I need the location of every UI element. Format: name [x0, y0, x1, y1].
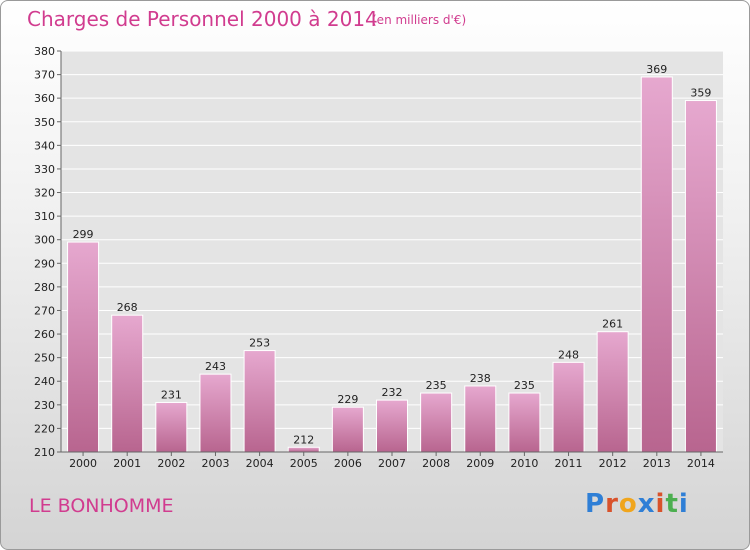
y-tick-label: 230 [34, 399, 55, 412]
y-tick-label: 290 [34, 257, 55, 270]
y-tick-label: 300 [34, 234, 55, 247]
bar-2009 [464, 385, 497, 453]
data-label-2008: 235 [426, 379, 447, 392]
x-tick-label-2002: 2002 [157, 457, 185, 470]
y-tick-label: 220 [34, 422, 55, 435]
y-tick-label: 340 [34, 139, 55, 152]
bar-2000 [67, 241, 100, 453]
bar-2011 [552, 361, 585, 453]
bar-2008 [420, 392, 453, 453]
bar-2003 [199, 373, 232, 453]
logo-letter: o [618, 489, 638, 519]
proxiti-logo: Proxiti [585, 489, 689, 519]
x-tick-label-2007: 2007 [378, 457, 406, 470]
bar-2004 [243, 350, 276, 453]
location-name: LE BONHOMME [29, 495, 174, 517]
logo-letter: x [637, 489, 656, 519]
logo-letter: r [605, 489, 619, 519]
bar-2005 [287, 446, 320, 453]
y-tick-label: 260 [34, 328, 55, 341]
bar-2010 [508, 392, 541, 453]
data-label-2005: 212 [293, 433, 314, 446]
x-tick-label-2010: 2010 [510, 457, 538, 470]
x-tick-label-2003: 2003 [201, 457, 229, 470]
y-tick-label: 240 [34, 375, 55, 388]
y-tick-label: 320 [34, 187, 55, 200]
y-tick-label: 330 [34, 163, 55, 176]
logo-letter: i [655, 489, 666, 519]
data-label-2007: 232 [382, 386, 403, 399]
x-tick-label-2012: 2012 [599, 457, 627, 470]
x-tick-label-2001: 2001 [113, 457, 141, 470]
x-tick-label-2005: 2005 [290, 457, 318, 470]
data-label-2002: 231 [161, 388, 182, 401]
chart-title: Charges de Personnel 2000 à 2014 [27, 7, 378, 31]
bar-2014 [684, 100, 717, 453]
data-label-2011: 248 [558, 348, 579, 361]
y-tick-label: 370 [34, 69, 55, 82]
logo-letter: P [585, 489, 606, 519]
x-tick-label-2009: 2009 [466, 457, 494, 470]
data-label-2010: 235 [514, 379, 535, 392]
y-tick-label: 360 [34, 92, 55, 105]
bar-2007 [376, 399, 408, 453]
x-tick-label-2004: 2004 [246, 457, 274, 470]
bar-2012 [596, 331, 629, 453]
x-tick-label-2014: 2014 [687, 457, 715, 470]
y-tick-label: 210 [34, 446, 55, 459]
logo-letter: i [678, 489, 689, 519]
x-tick-label-2000: 2000 [69, 457, 97, 470]
x-tick-label-2013: 2013 [643, 457, 671, 470]
data-label-2004: 253 [249, 337, 270, 350]
y-tick-label: 380 [34, 45, 55, 58]
data-label-2001: 268 [117, 301, 138, 314]
bar-2006 [331, 406, 364, 453]
data-label-2000: 299 [73, 228, 94, 241]
data-label-2009: 238 [470, 372, 491, 385]
data-label-2003: 243 [205, 360, 226, 373]
data-label-2014: 359 [690, 87, 711, 100]
x-tick-label-2008: 2008 [422, 457, 450, 470]
y-tick-label: 310 [34, 210, 55, 223]
y-tick-label: 250 [34, 352, 55, 365]
data-label-2013: 369 [646, 63, 667, 76]
y-tick-label: 350 [34, 116, 55, 129]
data-label-2012: 261 [602, 318, 623, 331]
x-tick-label-2006: 2006 [334, 457, 362, 470]
bar-2001 [111, 314, 144, 453]
logo-letter: t [665, 489, 679, 519]
bar-2013 [640, 76, 673, 453]
y-tick-label: 270 [34, 304, 55, 317]
data-label-2006: 229 [337, 393, 358, 406]
chart-subtitle: (en milliers d'€) [372, 13, 467, 27]
x-tick-label-2011: 2011 [555, 457, 583, 470]
y-tick-label: 280 [34, 281, 55, 294]
bar-2002 [155, 401, 188, 453]
